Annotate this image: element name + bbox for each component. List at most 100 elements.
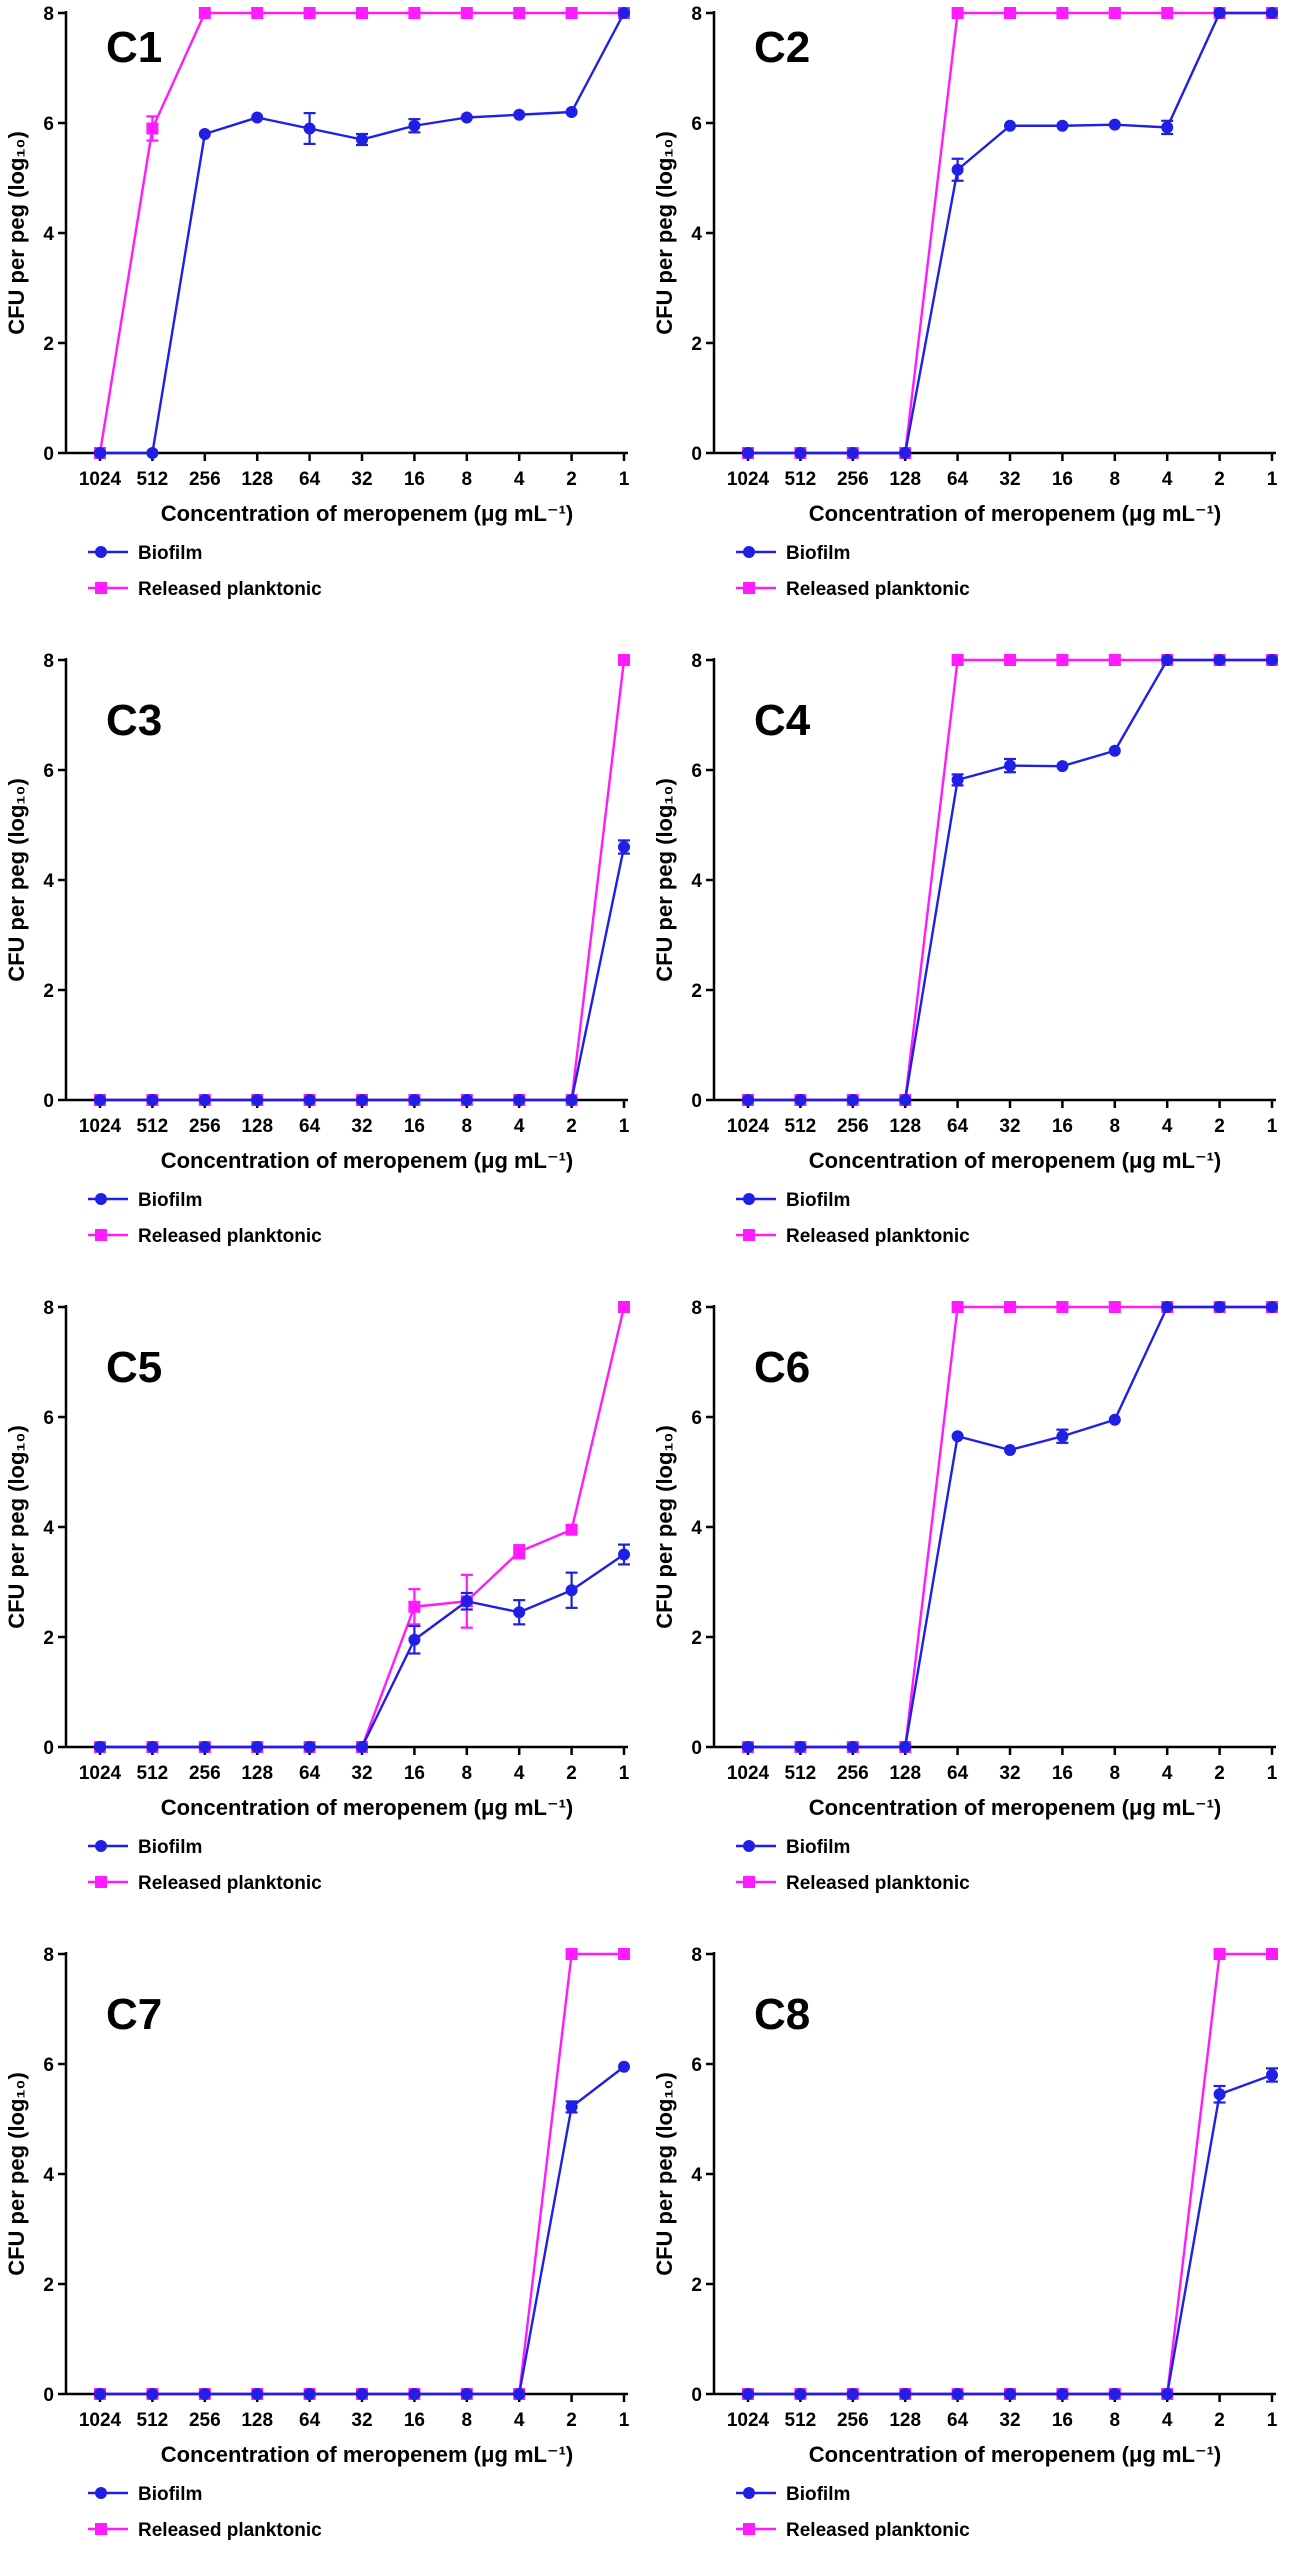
legend-label-biofilm: Biofilm [786,1190,850,1211]
x-tick-label: 512 [785,1116,817,1137]
x-tick-label: 64 [947,1116,969,1137]
data-point [198,2388,211,2400]
series-biofilm [94,7,630,459]
legend-marker-square [743,1229,755,1241]
data-point [1108,744,1121,757]
x-tick-label: 64 [299,469,321,490]
legend-label-biofilm: Biofilm [138,2484,202,2505]
legend-marker-square [743,2523,755,2535]
data-point [794,447,807,459]
legend: Biofilm Released planktonic [736,543,970,600]
x-tick-label: 1024 [727,2410,770,2431]
y-tick-label: 0 [691,2385,702,2406]
y-tick-label: 6 [691,761,702,782]
data-point [1213,1948,1226,1960]
x-tick-label: 256 [189,1763,221,1784]
series-line [100,1952,624,2396]
x-tick-label: 128 [241,469,273,490]
data-point [794,1094,807,1106]
x-tick-label: 1 [1267,469,1278,490]
y-tick-label: 4 [43,1518,54,1539]
y-axis-title: CFU per peg (log₁₀) [4,131,29,335]
data-point [251,1741,264,1753]
x-tick-label: 1024 [727,469,770,490]
x-tick-label: 1 [1267,2410,1278,2431]
legend-marker-square [95,1229,107,1241]
legend-label-biofilm: Biofilm [786,543,850,564]
x-axis-title: Concentration of meropenem (μg mL⁻¹) [161,1148,574,1173]
legend-label-released-planktonic: Released planktonic [786,579,970,600]
data-point [1266,2069,1278,2081]
x-axis-title: Concentration of meropenem (μg mL⁻¹) [161,501,574,526]
y-axis-title: CFU per peg (log₁₀) [652,2072,677,2276]
data-point [356,1094,368,1106]
data-point [303,122,316,135]
x-axis-title: Concentration of meropenem (μg mL⁻¹) [809,1148,1222,1173]
data-point [899,1094,912,1106]
y-tick-label: 6 [43,1408,54,1429]
data-point [951,1430,964,1443]
chart-panel-c4: 0 2 4 6 8 1024 512 256 128 64 32 16 8 4 2 1 Concentratio… [652,651,1278,1247]
legend-label-biofilm: Biofilm [786,2484,850,2505]
y-tick-label: 4 [43,2165,54,2186]
data-point [94,447,106,459]
series-biofilm [94,1543,630,1753]
legend-label-biofilm: Biofilm [786,1837,850,1858]
data-point [1161,121,1174,134]
data-point [565,2100,578,2113]
x-tick-label: 512 [137,2410,169,2431]
y-tick-label: 2 [691,334,702,355]
y-tick-label: 6 [43,2055,54,2076]
x-tick-label: 256 [837,2410,869,2431]
panel-label: C5 [106,1343,162,1392]
data-point [1266,1301,1278,1313]
data-point [1004,119,1016,132]
series-released-planktonic [742,654,1278,1106]
legend-marker-square [743,582,755,594]
y-tick-label: 6 [691,114,702,135]
legend-marker-circle [95,2487,107,2499]
x-tick-label: 8 [462,469,473,490]
data-point [565,1584,578,1597]
x-tick-label: 128 [241,2410,273,2431]
y-tick-label: 6 [43,761,54,782]
data-point [408,2388,421,2400]
y-axis-title: CFU per peg (log₁₀) [4,1425,29,1629]
series-line [98,11,624,454]
data-point [460,111,473,124]
data-point [618,1548,630,1561]
series-line [100,1553,625,1749]
data-point [846,447,859,459]
series-biofilm [742,2067,1278,2400]
x-tick-label: 4 [514,2410,525,2431]
data-point [303,2388,316,2400]
data-point [1213,2088,1226,2101]
x-axis-title: Concentration of meropenem (μg mL⁻¹) [809,501,1222,526]
data-point [742,2388,754,2400]
x-tick-label: 2 [566,1763,577,1784]
data-point [513,2388,526,2400]
data-point [198,1094,211,1106]
x-tick-label: 128 [889,2410,921,2431]
data-point [460,2388,473,2400]
y-tick-label: 2 [43,981,54,1002]
data-point [513,1094,526,1106]
legend-label-released-planktonic: Released planktonic [138,1873,322,1894]
data-point [951,2388,964,2400]
x-tick-label: 16 [1052,1116,1073,1137]
x-tick-label: 2 [1214,469,1225,490]
x-tick-label: 1024 [79,2410,122,2431]
data-point [846,1094,859,1106]
x-tick-label: 4 [1162,1116,1173,1137]
x-tick-label: 8 [462,2410,473,2431]
legend-marker-circle [95,1840,107,1852]
data-point [1108,654,1121,666]
panel-label: C7 [106,1990,162,2039]
data-point [1056,654,1069,666]
y-tick-label: 0 [691,1091,702,1112]
data-point [565,1094,578,1106]
legend: Biofilm Released planktonic [88,2484,322,2541]
y-axis-title: CFU per peg (log₁₀) [4,2072,29,2276]
x-tick-label: 16 [404,1116,425,1137]
data-point [1056,760,1069,773]
